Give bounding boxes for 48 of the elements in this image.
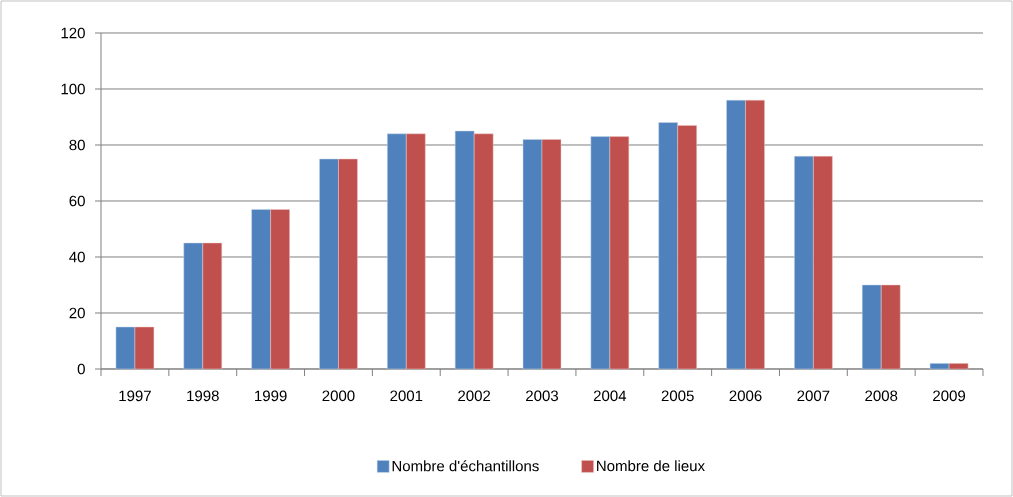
x-tick-label: 2006 (729, 390, 762, 402)
bar (473, 133, 494, 370)
y-tick-label: 60 (69, 195, 85, 207)
bar (202, 242, 223, 370)
bar (406, 133, 426, 370)
y-tick-label: 40 (69, 251, 85, 263)
x-tick-label: 1998 (187, 390, 219, 402)
bar (813, 155, 833, 370)
x-tick-label: 2005 (661, 390, 694, 402)
bar (183, 242, 204, 370)
bar (454, 130, 475, 370)
bar (726, 99, 746, 370)
bar (251, 209, 271, 370)
bar (541, 139, 562, 370)
x-tick-label: 2003 (526, 390, 559, 402)
y-tick-label: 20 (69, 307, 85, 319)
x-tick-label: 2008 (865, 390, 898, 402)
bar (134, 326, 155, 370)
x-tick-label: 2001 (390, 390, 423, 402)
bar (880, 284, 901, 370)
x-tick-label: 2007 (797, 390, 830, 402)
x-tick-label: 1997 (119, 390, 151, 402)
bar (115, 326, 136, 370)
bar (387, 133, 407, 370)
bar (338, 158, 358, 370)
bar (948, 363, 969, 370)
bar (861, 284, 882, 370)
y-tick-label: 100 (61, 83, 85, 95)
bar (590, 136, 611, 370)
bar (794, 155, 814, 370)
legend-label: Nombre de lieux (597, 460, 705, 472)
y-tick-label: 120 (61, 27, 85, 39)
bar (929, 363, 950, 370)
bar (609, 136, 630, 370)
legend-label: Nombre d'échantillons (392, 460, 539, 472)
bar (658, 122, 678, 370)
x-tick-label: 2002 (458, 390, 491, 402)
x-tick-label: 1999 (255, 390, 287, 402)
x-tick-label: 2000 (322, 390, 355, 402)
y-tick-label: 80 (69, 139, 85, 151)
y-tick-label: 0 (77, 363, 85, 375)
bar (270, 209, 290, 370)
bar (522, 139, 543, 370)
x-tick-label: 2004 (593, 390, 627, 402)
x-tick-label: 2009 (933, 390, 966, 402)
bar (319, 158, 339, 370)
bar (677, 125, 697, 370)
bar (745, 99, 765, 370)
